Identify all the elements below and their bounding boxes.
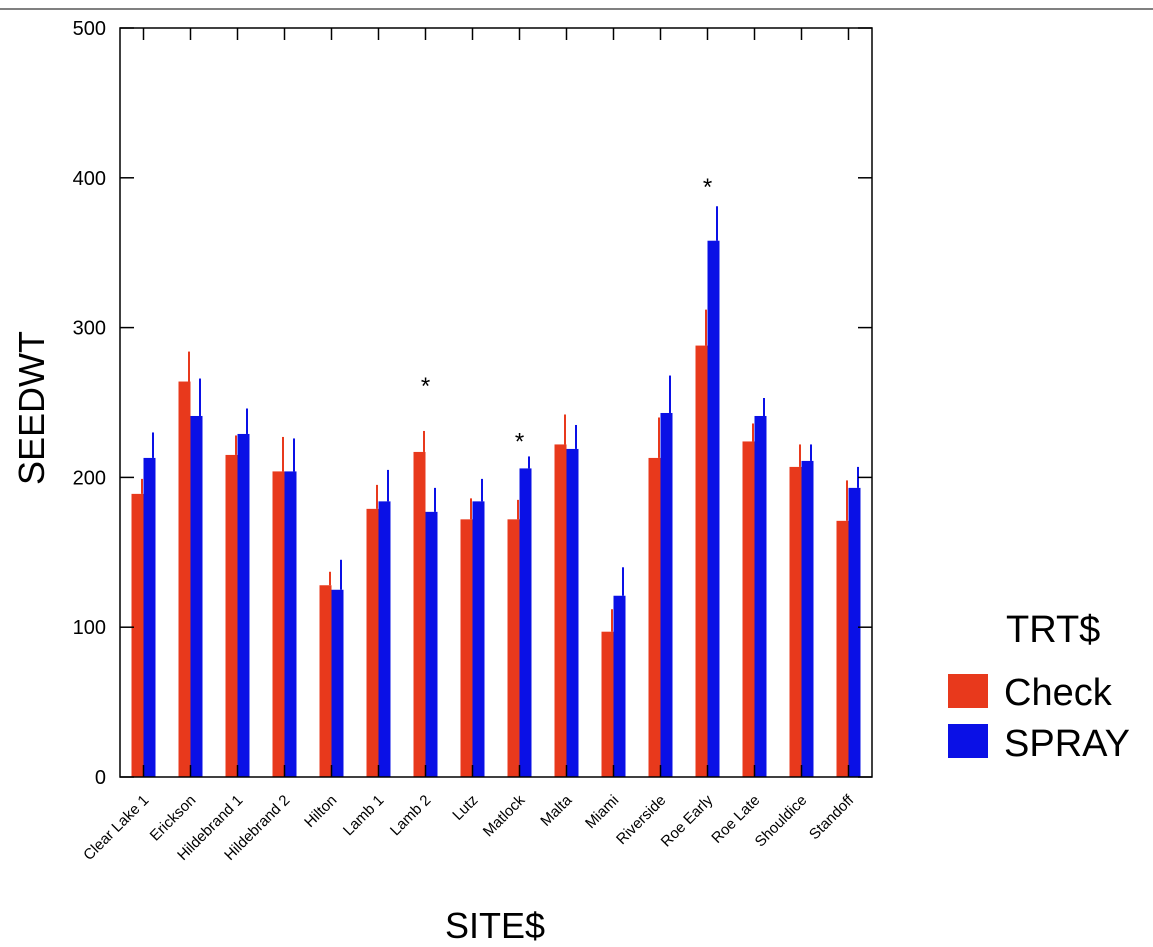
x-tick-label-shouldice: Shouldice [752,792,811,851]
y-tick-label: 100 [73,617,106,639]
y-tick-label: 0 [95,767,106,789]
bars-layer [131,240,861,777]
x-tick-label-hilton: Hilton [301,792,340,831]
bar-spray-standoff [848,487,861,777]
bar-check-clear-lake-1 [131,493,144,777]
legend-swatch-check [948,674,988,708]
x-axis-title: SITE$ [445,905,545,946]
bar-spray-hilton [331,589,344,777]
legend-label-spray: SPRAY [1004,723,1130,765]
error-bars-layer [141,206,859,632]
bar-spray-hildebrand-2 [284,471,297,777]
x-tick-label-matlock: Matlock [480,791,529,840]
annotations-layer: * * * [421,174,712,456]
legend-label-check: Check [1004,672,1113,714]
bar-spray-matlock [519,468,532,777]
bar-spray-roe-early [707,240,720,777]
bar-spray-lamb-1 [378,501,391,777]
bar-check-standoff [836,520,849,777]
bar-check-hildebrand-2 [272,471,285,777]
y-axis-title: SEEDWT [11,331,52,485]
bar-check-riverside [648,457,661,777]
significance-star-lamb-2: * [421,373,430,400]
bar-spray-roe-late [754,415,767,777]
y-tick-label: 200 [73,467,106,489]
x-tick-label-lamb-1: Lamb 1 [340,792,387,839]
y-tick-label: 500 [73,18,106,40]
significance-star-roe-early: * [703,174,712,201]
bar-check-lutz [460,519,473,777]
bar-check-hildebrand-1 [225,454,238,777]
significance-star-matlock: * [515,428,524,455]
bar-check-erickson [178,381,191,777]
bar-spray-shouldice [801,460,814,777]
bar-check-lamb-2 [413,451,426,777]
bar-spray-lamb-2 [425,511,438,777]
bar-check-roe-early [695,345,708,777]
y-axis: 0 100 200 300 400 500 [73,18,872,789]
bar-check-lamb-1 [366,508,379,777]
bar-check-shouldice [789,466,802,777]
y-tick-label: 300 [73,318,106,340]
x-tick-label-roe-early: Roe Early [658,791,717,850]
bar-spray-riverside [660,412,673,777]
bar-check-roe-late [742,441,755,777]
bar-spray-hildebrand-1 [237,433,250,777]
bar-spray-miami [613,595,626,777]
x-tick-label-malta: Malta [537,791,575,829]
bar-spray-erickson [190,415,203,777]
bar-check-matlock [507,519,520,777]
x-tick-label-lutz: Lutz [449,792,481,824]
legend-swatch-spray [948,724,988,758]
y-tick-label: 400 [73,168,106,190]
legend: TRT$ Check SPRAY [948,609,1130,765]
legend-title: TRT$ [1006,609,1100,651]
bar-spray-lutz [472,501,485,777]
bar-spray-malta [566,448,579,777]
bar-check-hilton [319,585,332,777]
x-tick-label-lamb-2: Lamb 2 [387,792,434,839]
bar-check-malta [554,444,567,777]
plot-frame [119,27,873,778]
x-tick-label-standoff: Standoff [806,791,858,843]
x-tick-label-miami: Miami [582,792,622,832]
x-tick-label-clear-lake-1: Clear Lake 1 [80,792,152,864]
bar-spray-clear-lake-1 [143,457,156,777]
bar-check-miami [601,631,614,777]
